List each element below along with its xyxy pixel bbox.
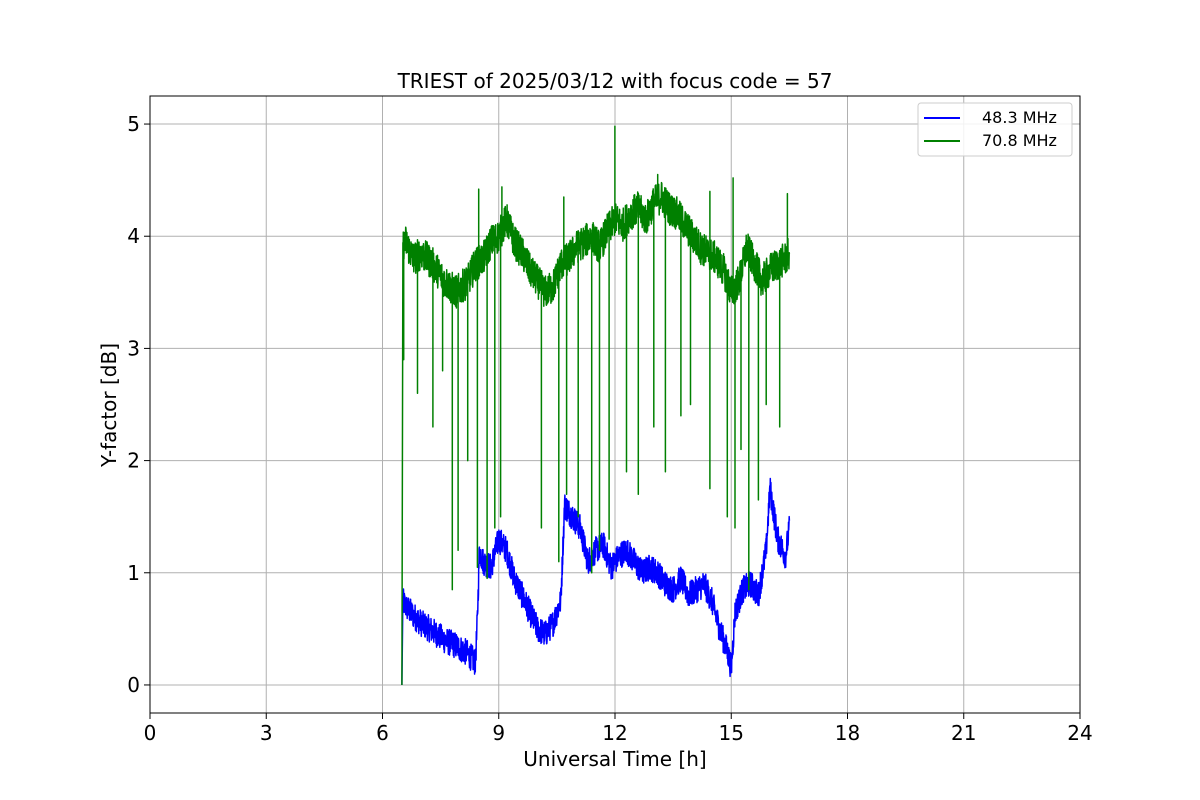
legend: 48.3 MHz 70.8 MHz <box>917 102 1073 157</box>
y-axis-label: Y-factor [dB] <box>97 343 121 468</box>
y-tick-label: 4 <box>127 224 140 248</box>
y-tick-label: 5 <box>127 112 140 136</box>
x-tick-label: 0 <box>144 721 157 745</box>
x-tick-label: 15 <box>719 721 744 745</box>
y-axis: 0 1 2 3 4 5 <box>127 112 150 697</box>
y-tick-label: 0 <box>127 673 140 697</box>
legend-label: 48.3 MHz <box>982 108 1057 127</box>
series-line-1 <box>401 125 791 686</box>
x-tick-label: 9 <box>492 721 505 745</box>
x-tick-label: 3 <box>260 721 273 745</box>
y-tick-label: 2 <box>127 449 140 473</box>
x-tick-label: 18 <box>835 721 860 745</box>
x-tick-label: 12 <box>602 721 627 745</box>
x-tick-label: 21 <box>951 721 976 745</box>
y-tick-label: 1 <box>127 561 140 585</box>
plot-area <box>401 125 791 686</box>
chart-title: TRIEST of 2025/03/12 with focus code = 5… <box>397 69 833 93</box>
legend-label: 70.8 MHz <box>982 131 1057 150</box>
x-axis-label: Universal Time [h] <box>523 747 706 771</box>
series-line-0 <box>401 477 791 686</box>
x-tick-label: 24 <box>1067 721 1092 745</box>
x-tick-label: 6 <box>376 721 389 745</box>
legend-box <box>917 102 1073 157</box>
y-tick-label: 3 <box>127 336 140 360</box>
x-axis: 0 3 6 9 12 15 18 21 24 <box>144 713 1093 745</box>
